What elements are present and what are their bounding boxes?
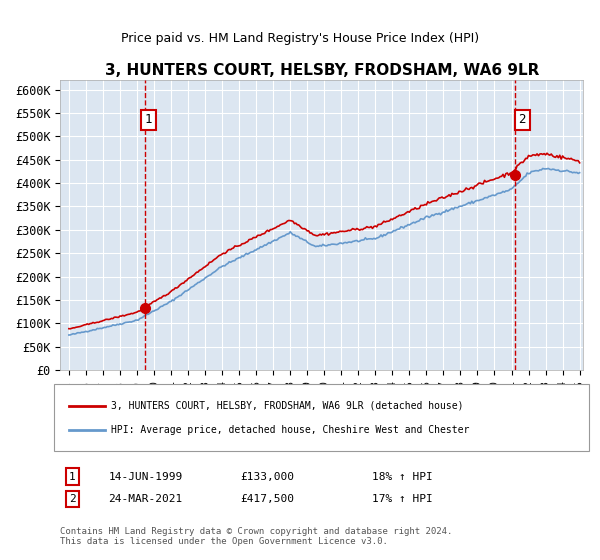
Text: 1: 1 [69,472,76,482]
Text: Price paid vs. HM Land Registry's House Price Index (HPI): Price paid vs. HM Land Registry's House … [121,32,479,45]
Text: 24-MAR-2021: 24-MAR-2021 [109,494,182,504]
Text: 3, HUNTERS COURT, HELSBY, FRODSHAM, WA6 9LR (detached house): 3, HUNTERS COURT, HELSBY, FRODSHAM, WA6 … [112,400,464,410]
Text: Contains HM Land Registry data © Crown copyright and database right 2024.
This d: Contains HM Land Registry data © Crown c… [61,527,453,547]
Text: 18% ↑ HPI: 18% ↑ HPI [373,472,433,482]
Text: £417,500: £417,500 [241,494,295,504]
Text: 2: 2 [518,114,526,127]
Text: HPI: Average price, detached house, Cheshire West and Chester: HPI: Average price, detached house, Ches… [112,425,470,435]
Text: 2: 2 [69,494,76,504]
Text: 17% ↑ HPI: 17% ↑ HPI [373,494,433,504]
Text: 1: 1 [144,114,152,127]
Title: 3, HUNTERS COURT, HELSBY, FRODSHAM, WA6 9LR: 3, HUNTERS COURT, HELSBY, FRODSHAM, WA6 … [104,63,539,78]
Text: 14-JUN-1999: 14-JUN-1999 [109,472,182,482]
Text: £133,000: £133,000 [241,472,295,482]
